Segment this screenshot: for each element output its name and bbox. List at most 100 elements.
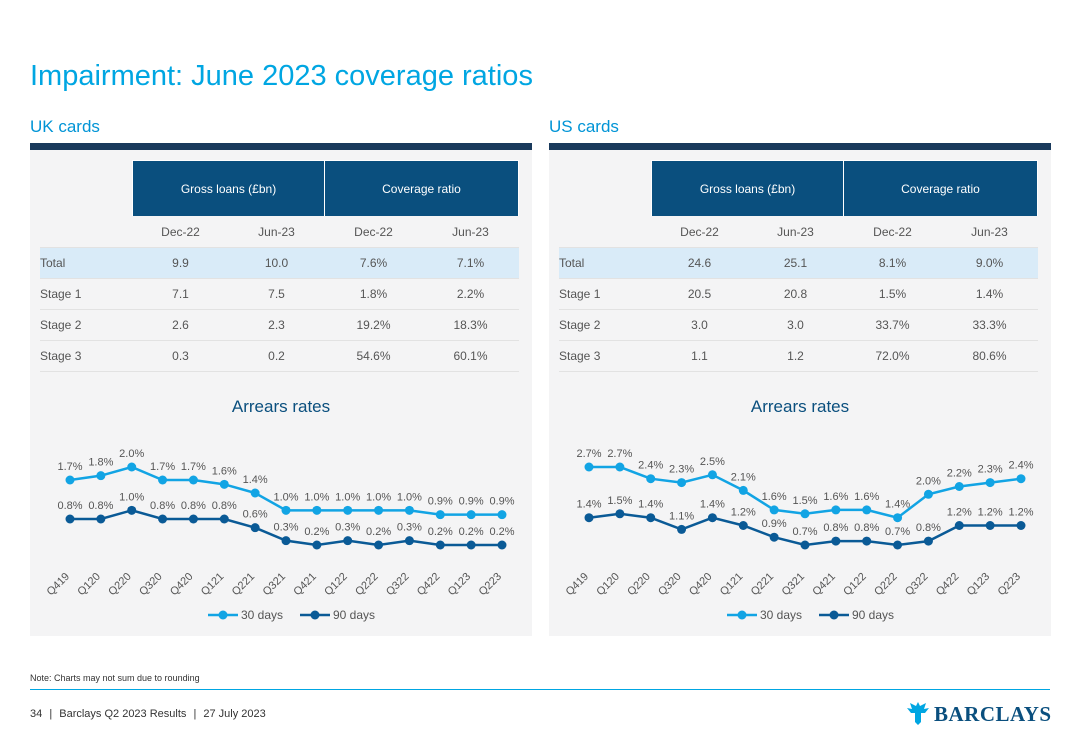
data-point (158, 514, 168, 524)
uk-coverage-table: Gross loans (£bn) Coverage ratio Dec-22 … (40, 160, 519, 372)
data-point (466, 510, 476, 520)
data-point (584, 513, 594, 523)
data-point (769, 505, 779, 515)
data-point (615, 462, 625, 472)
footer-divider (30, 689, 1050, 690)
row-label: Stage 1 (40, 278, 133, 310)
legend-marker (737, 610, 747, 620)
data-point (985, 521, 995, 530)
table-cell: 20.8 (747, 278, 844, 310)
data-label: 1.2% (1008, 507, 1033, 519)
table-cell: 25.1 (747, 247, 844, 279)
data-point (374, 505, 384, 515)
x-tick-label: Q122 (322, 571, 350, 599)
data-point (497, 540, 507, 550)
table-cell: 20.5 (651, 278, 748, 310)
data-label: 0.8% (212, 500, 237, 512)
data-point (281, 536, 291, 546)
data-point (954, 521, 964, 530)
x-tick-label: Q123 (446, 571, 474, 599)
row-label: Stage 3 (40, 340, 133, 372)
x-tick-label: Q222 (872, 571, 900, 599)
data-point (862, 505, 872, 515)
data-label: 0.8% (181, 500, 206, 512)
table-cell: 7.1 (132, 278, 229, 310)
data-point (615, 509, 625, 519)
data-point (404, 536, 414, 546)
table-cell: 80.6% (941, 340, 1038, 372)
footer: 34 | Barclays Q2 2023 Results | 27 July … (30, 708, 266, 720)
data-label: 1.1% (669, 510, 694, 522)
data-label: 0.7% (885, 526, 910, 538)
data-point (923, 536, 933, 546)
document-name: Barclays Q2 2023 Results (59, 708, 187, 720)
row-label: Stage 1 (559, 278, 652, 310)
eagle-icon (907, 702, 929, 725)
data-label: 1.4% (885, 499, 910, 511)
x-tick-label: Q422 (415, 571, 443, 599)
us-cards-panel: Gross loans (£bn) Coverage ratio Dec-22 … (549, 150, 1051, 636)
data-point (158, 475, 168, 485)
table-cell: 7.6% (324, 247, 423, 279)
table-row: Stage 1 7.1 7.5 1.8% 2.2% (40, 278, 519, 310)
data-point (831, 505, 841, 515)
data-label: 2.4% (1008, 460, 1033, 472)
table-row: Stage 1 20.5 20.8 1.5% 1.4% (559, 278, 1038, 310)
data-point (800, 509, 810, 519)
data-point (65, 514, 75, 524)
x-tick-label: Q220 (106, 571, 134, 599)
data-point (497, 510, 507, 520)
us-coverage-table: Gross loans (£bn) Coverage ratio Dec-22 … (559, 160, 1038, 372)
data-point (831, 536, 841, 546)
data-label: 1.4% (243, 474, 268, 486)
logo-wordmark: BARCLAYS (934, 702, 1052, 726)
table-row: Stage 3 0.3 0.2 54.6% 60.1% (40, 340, 519, 372)
table-cell: 33.3% (941, 309, 1038, 341)
data-point (343, 536, 353, 546)
data-point (985, 478, 995, 488)
data-point (188, 475, 198, 485)
x-tick-label: Q421 (291, 571, 319, 599)
data-point (312, 505, 322, 515)
data-label: 1.5% (792, 495, 817, 507)
data-label: 0.7% (792, 526, 817, 538)
table-cell: 9.0% (941, 247, 1038, 279)
data-point (96, 514, 106, 524)
data-point (923, 489, 933, 499)
table-cell: 24.6 (651, 247, 748, 279)
period-header: Dec-22 (651, 216, 748, 248)
data-label: 0.2% (304, 526, 329, 538)
header-gross-loans: Gross loans (£bn) (651, 160, 844, 216)
x-tick-label: Q120 (594, 571, 622, 599)
page-number: 34 (30, 708, 43, 720)
table-cell: 1.5% (843, 278, 942, 310)
header-gross-loans: Gross loans (£bn) (132, 160, 325, 216)
data-point (707, 513, 717, 523)
data-label: 2.7% (607, 448, 632, 460)
data-point (127, 505, 137, 515)
data-point (1016, 521, 1026, 530)
table-cell: 19.2% (324, 309, 423, 341)
x-tick-label: Q223 (996, 571, 1024, 599)
legend-label: 90 days (852, 608, 894, 622)
data-point (250, 488, 260, 498)
data-point (584, 462, 594, 472)
data-label: 0.2% (366, 526, 391, 538)
data-label: 1.2% (947, 507, 972, 519)
data-label: 1.6% (854, 491, 879, 503)
data-label: 2.0% (916, 475, 941, 487)
data-label: 1.6% (212, 465, 237, 477)
header-coverage-ratio: Coverage ratio (324, 160, 519, 216)
data-label: 2.0% (119, 448, 144, 460)
data-label: 1.7% (181, 461, 206, 473)
document-date: 27 July 2023 (203, 708, 266, 720)
table-cell: 1.4% (941, 278, 1038, 310)
data-label: 0.9% (489, 496, 514, 508)
header-coverage-ratio: Coverage ratio (843, 160, 1038, 216)
data-point (435, 540, 445, 550)
table-cell: 3.0 (651, 309, 748, 341)
data-label: 1.7% (57, 461, 82, 473)
table-cell: 54.6% (324, 340, 423, 372)
chart-title: Arrears rates (231, 397, 331, 416)
data-label: 1.5% (607, 495, 632, 507)
